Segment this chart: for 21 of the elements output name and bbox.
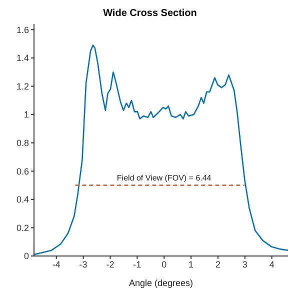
x-tick-label: 1 bbox=[188, 259, 194, 270]
y-tick-label: 0.8 bbox=[16, 138, 29, 148]
x-tick-label: -4 bbox=[52, 259, 60, 270]
x-tick-label: 2 bbox=[215, 259, 220, 270]
y-tick-label: 1.4 bbox=[16, 53, 29, 64]
annotation: Field of View (FOV) = 6.44 bbox=[116, 173, 212, 182]
y-tick-label: 1.2 bbox=[16, 81, 29, 92]
y-tick-label: 0.4 bbox=[16, 194, 29, 205]
x-tick-label: 3 bbox=[242, 259, 248, 270]
y-tick-label: 0.2 bbox=[16, 222, 29, 233]
y-tick-label: 1 bbox=[24, 110, 29, 120]
y-tick-label: 1.6 bbox=[16, 24, 29, 35]
y-tick-label: 0 bbox=[24, 251, 29, 262]
x-axis-title: Angle (degrees) bbox=[128, 278, 194, 288]
x-tick-label: -3 bbox=[79, 259, 88, 270]
y-tick-label: 0.6 bbox=[16, 166, 29, 176]
x-tick-label: -1 bbox=[133, 259, 142, 270]
x-tick-label: 4 bbox=[269, 259, 274, 270]
x-tick-label: 0 bbox=[162, 259, 167, 270]
chart-title: Wide Cross Section bbox=[102, 8, 198, 20]
x-tick-label: -2 bbox=[106, 259, 114, 270]
